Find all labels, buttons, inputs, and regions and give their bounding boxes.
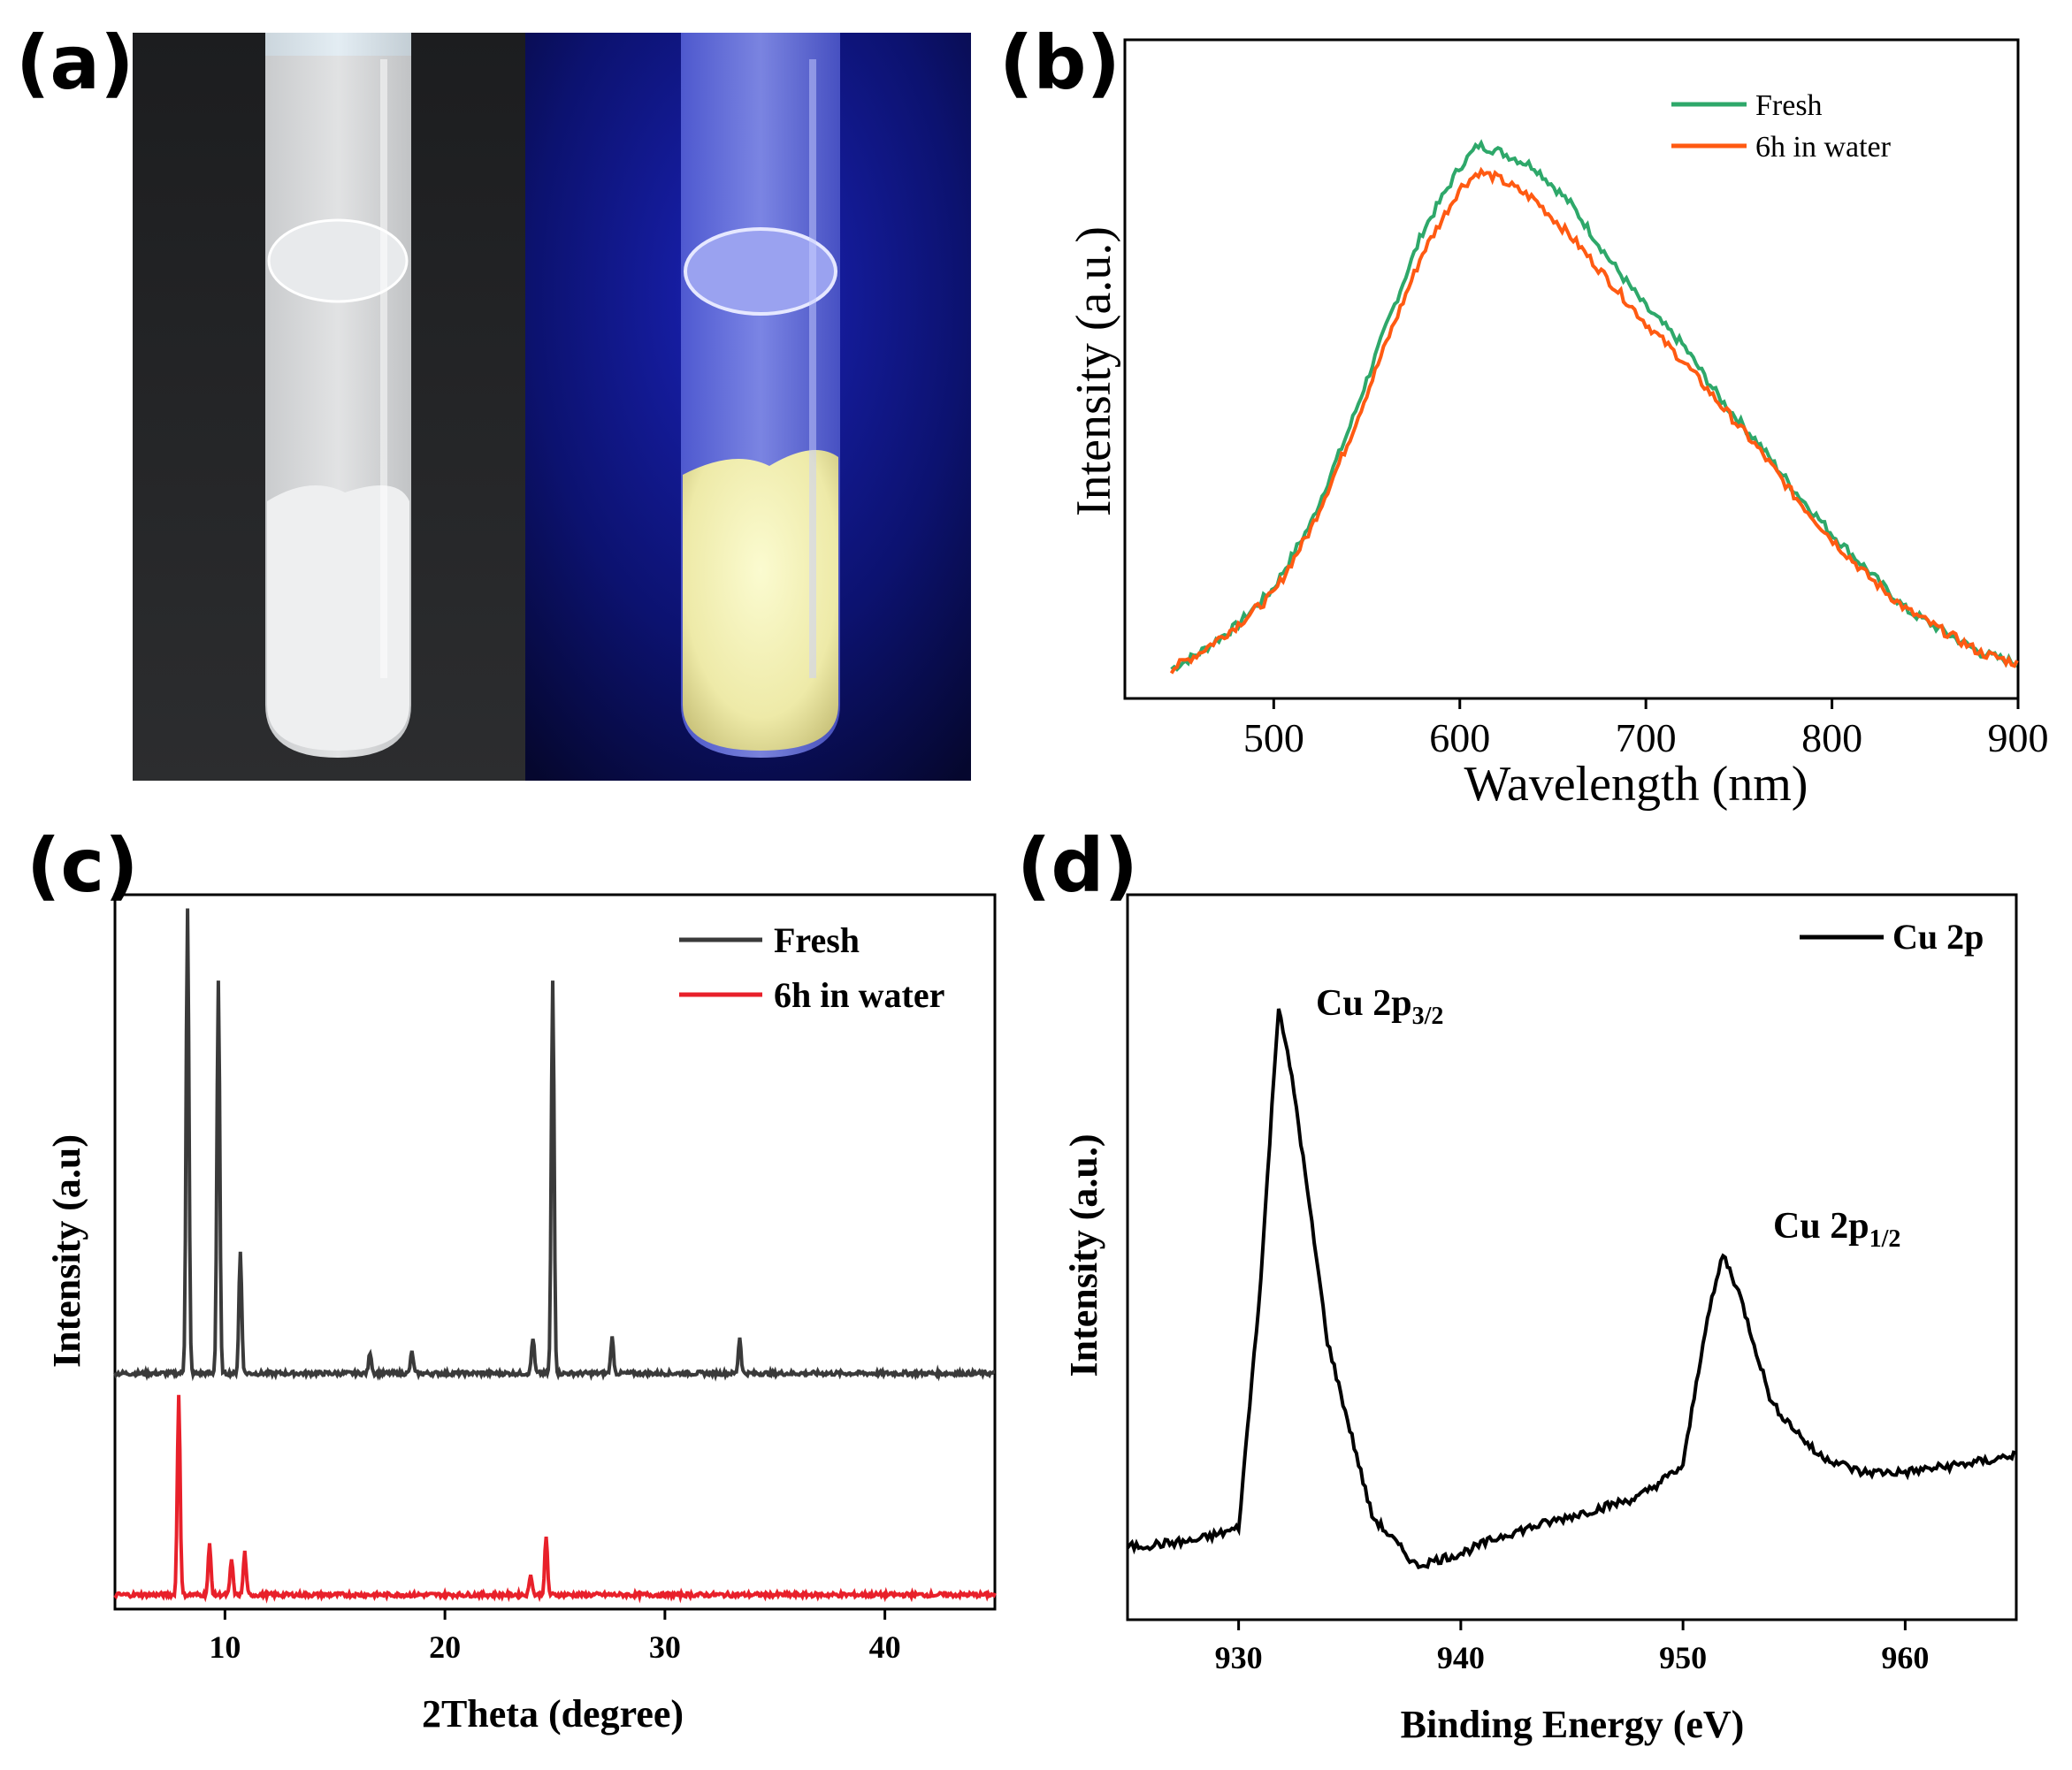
chart-d-xtick-label: 950 [1659,1640,1707,1675]
chart-c-legend-water: 6h in water [774,975,944,1015]
annotation-cu-2p-1-2-sub: 1/2 [1869,1225,1901,1253]
chart-c-series-fresh [113,908,996,1382]
chart-d-xtick-label: 940 [1437,1640,1485,1675]
panel-label-b: (b) [999,19,1120,106]
chart-c-xtick-label: 10 [209,1629,241,1665]
chart-d-xlabel: Binding Energy (eV) [1401,1703,1745,1746]
chart-b-xlabel: Wavelength (nm) [1464,757,1808,812]
chart-c-legend-fresh: Fresh [774,920,860,960]
chart-d-xtick-label: 960 [1881,1640,1929,1675]
chart-b-ylabel: Intensity (a.u.) [1067,226,1121,516]
chart-b-frame [1123,38,2020,700]
chart-d-xtick-label: 930 [1215,1640,1263,1675]
chart-c-xtick-label: 20 [429,1629,461,1665]
chart-c-xtick-label: 40 [869,1629,901,1665]
left-tube-powder [267,485,409,751]
annotation-cu-2p-1-2-main: Cu 2p [1773,1206,1869,1247]
annotation-cu-2p-3-2: Cu 2p3/2 [1316,983,1443,1030]
right-tube-meniscus [684,227,837,316]
chart-d-series-cu2p [1126,1008,2016,1570]
chart-c-ylabel: Intensity (a.u) [45,1134,88,1368]
panel-label-a: (a) [16,19,134,106]
chart-b-series-water [1169,166,2019,675]
chart-b-xtick-label: 600 [1429,715,1490,760]
chart-b-xtick-label: 700 [1616,715,1677,760]
chart-c-series-water [113,1394,997,1604]
chart-c-frame [113,893,997,1611]
test-tube-photo [133,33,971,781]
chart-d-frame [1126,893,2018,1621]
chart-b-xtick-label: 800 [1801,715,1862,760]
annotation-cu-2p-3-2-sub: 3/2 [1412,1003,1444,1030]
annotation-cu-2p-3-2-main: Cu 2p [1316,983,1412,1024]
annotation-cu-2p-1-2: Cu 2p1/2 [1773,1206,1900,1253]
right-tube-powder [683,450,838,751]
chart-b-legend-fresh: Fresh [1755,89,1823,122]
chart-b-xtick-label: 500 [1243,715,1304,760]
left-tube-meniscus [267,218,409,303]
chart-b-legend-water: 6h in water [1755,131,1892,164]
chart-d-ylabel: Intensity (a.u.) [1062,1133,1105,1377]
chart-c-xtick-label: 30 [649,1629,681,1665]
right-tube-highlight [809,59,816,678]
chart-d-legend-cu2p: Cu 2p [1892,917,1984,957]
chart-b-series-fresh [1170,139,2018,672]
left-tube-highlight [380,59,387,678]
chart-b-xtick-label: 900 [1988,715,2049,760]
panel-label-d: (d) [1017,822,1138,909]
chart-c-xlabel: 2Theta (degree) [422,1692,684,1736]
